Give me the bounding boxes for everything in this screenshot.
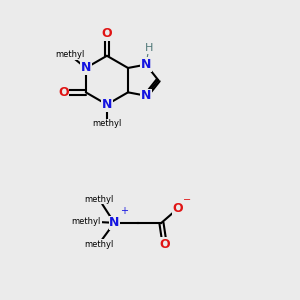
Text: O: O [159,238,170,251]
Text: N: N [109,216,119,229]
Text: N: N [81,61,91,74]
Text: N: N [141,89,151,102]
Text: N: N [102,98,112,111]
Text: O: O [58,86,69,99]
Text: +: + [120,206,128,216]
Text: O: O [102,27,112,40]
Text: methyl: methyl [84,195,114,204]
Text: methyl: methyl [72,217,101,226]
Text: methyl: methyl [92,119,122,128]
Text: −: − [182,195,190,205]
Text: methyl: methyl [55,50,84,59]
Text: O: O [172,202,183,215]
Text: N: N [141,58,151,71]
Text: methyl: methyl [84,240,113,249]
Text: H: H [145,43,153,53]
